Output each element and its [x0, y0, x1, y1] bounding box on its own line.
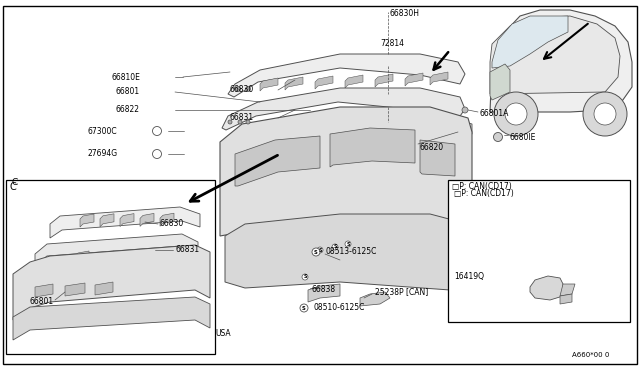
Circle shape — [236, 87, 241, 92]
Text: S: S — [346, 241, 349, 247]
Polygon shape — [225, 214, 470, 290]
Polygon shape — [228, 54, 465, 97]
Text: 66801A: 66801A — [480, 109, 509, 119]
Polygon shape — [160, 213, 174, 226]
Polygon shape — [222, 88, 465, 130]
Polygon shape — [75, 251, 89, 263]
Circle shape — [462, 107, 468, 113]
Polygon shape — [100, 214, 114, 227]
Text: 16419Q: 16419Q — [454, 273, 484, 282]
Polygon shape — [452, 122, 472, 136]
Polygon shape — [490, 10, 632, 112]
Polygon shape — [260, 78, 278, 91]
Polygon shape — [330, 128, 415, 167]
Text: S: S — [303, 275, 307, 279]
Text: 66810E: 66810E — [112, 73, 141, 81]
Circle shape — [494, 92, 538, 136]
Text: 25238P [CAN]: 25238P [CAN] — [375, 288, 428, 296]
Text: 66830H: 66830H — [390, 10, 420, 19]
Text: 08510-6125C: 08510-6125C — [314, 304, 365, 312]
Polygon shape — [35, 234, 198, 266]
Polygon shape — [420, 140, 455, 176]
Polygon shape — [530, 276, 563, 300]
Polygon shape — [35, 284, 53, 297]
Text: 72814: 72814 — [380, 39, 404, 48]
Bar — [448, 180, 630, 322]
Circle shape — [246, 87, 250, 92]
Text: □P: CAN(CD17): □P: CAN(CD17) — [452, 182, 512, 190]
Polygon shape — [490, 64, 510, 100]
Polygon shape — [13, 245, 210, 320]
Circle shape — [505, 103, 527, 125]
Circle shape — [583, 92, 627, 136]
Polygon shape — [65, 283, 85, 296]
Polygon shape — [285, 77, 303, 90]
Text: S: S — [333, 244, 337, 250]
Text: S: S — [302, 305, 306, 311]
Polygon shape — [150, 251, 164, 263]
Circle shape — [152, 126, 161, 135]
Text: 67300C: 67300C — [87, 126, 116, 135]
Polygon shape — [95, 282, 113, 295]
Bar — [6, 180, 215, 354]
Text: 66801: 66801 — [30, 298, 54, 307]
Circle shape — [302, 274, 308, 280]
Polygon shape — [80, 214, 94, 227]
Text: A660*00 0: A660*00 0 — [572, 352, 609, 358]
Polygon shape — [430, 72, 448, 85]
Text: 6680IE: 6680IE — [510, 132, 536, 141]
Circle shape — [332, 244, 338, 250]
Polygon shape — [140, 214, 154, 227]
Text: S: S — [318, 247, 322, 253]
Text: □P: CAN(CD17): □P: CAN(CD17) — [454, 189, 514, 198]
Text: 66820: 66820 — [420, 142, 444, 151]
Circle shape — [493, 132, 502, 141]
Polygon shape — [490, 16, 620, 94]
Text: 66801: 66801 — [115, 87, 139, 96]
Polygon shape — [560, 294, 572, 304]
Polygon shape — [235, 136, 320, 186]
Polygon shape — [360, 292, 390, 306]
Polygon shape — [405, 73, 423, 86]
Text: 66830: 66830 — [230, 86, 254, 94]
Text: 66822: 66822 — [115, 106, 139, 115]
Polygon shape — [308, 284, 340, 302]
Circle shape — [300, 304, 308, 312]
Text: S: S — [314, 250, 318, 254]
Text: 08513-6125C: 08513-6125C — [325, 247, 376, 257]
Polygon shape — [50, 207, 200, 238]
Polygon shape — [13, 297, 210, 340]
Polygon shape — [220, 107, 472, 236]
Polygon shape — [492, 16, 568, 68]
Text: USA: USA — [215, 330, 230, 339]
Text: 66830: 66830 — [160, 219, 184, 228]
Text: 27694G: 27694G — [87, 150, 117, 158]
Circle shape — [152, 150, 161, 158]
Circle shape — [594, 103, 616, 125]
Text: 66838: 66838 — [312, 285, 336, 295]
Polygon shape — [345, 75, 363, 88]
Polygon shape — [120, 214, 134, 227]
Polygon shape — [100, 251, 114, 263]
Text: C: C — [10, 182, 17, 192]
Circle shape — [345, 241, 351, 247]
Polygon shape — [125, 251, 139, 263]
Circle shape — [238, 120, 242, 124]
Circle shape — [246, 120, 250, 124]
Polygon shape — [315, 76, 333, 89]
Circle shape — [312, 248, 320, 256]
Text: C: C — [11, 178, 17, 187]
Text: 66831: 66831 — [230, 113, 254, 122]
Polygon shape — [175, 251, 189, 263]
Text: 66831: 66831 — [175, 246, 199, 254]
Polygon shape — [560, 284, 575, 296]
Circle shape — [228, 120, 232, 124]
Polygon shape — [375, 74, 393, 87]
Circle shape — [317, 247, 323, 253]
